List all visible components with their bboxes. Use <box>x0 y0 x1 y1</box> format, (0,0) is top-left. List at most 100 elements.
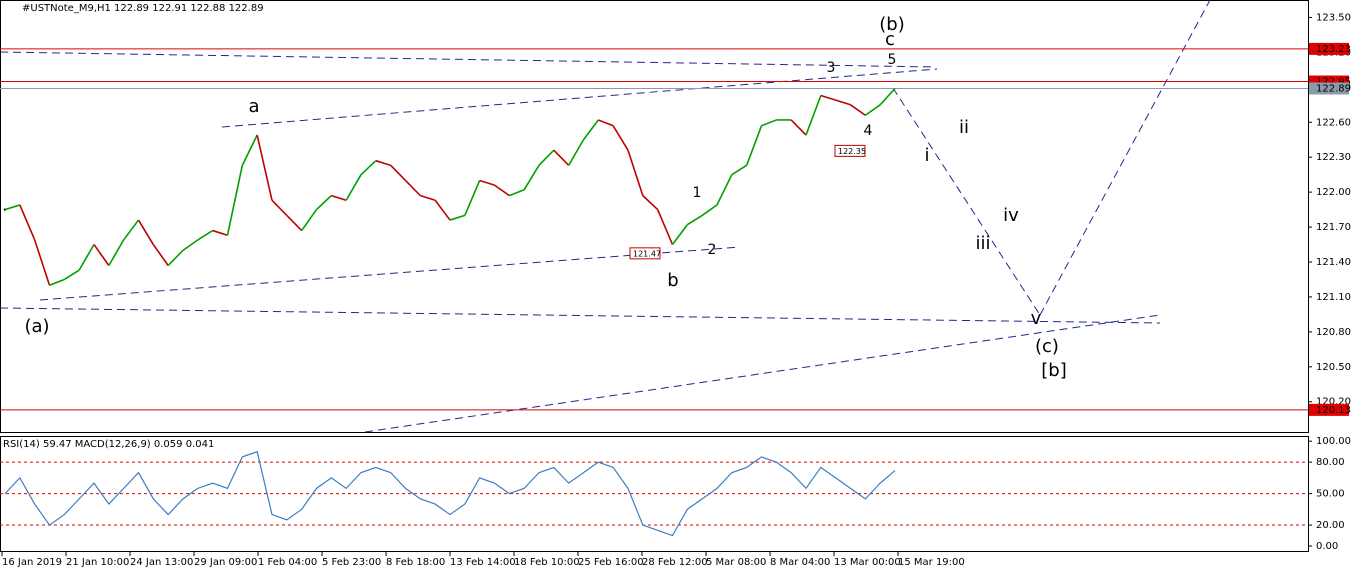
wave-label: a <box>248 96 259 117</box>
price-segment <box>212 229 228 236</box>
price-segment <box>479 179 495 186</box>
price-segment <box>404 179 421 197</box>
x-tick-label: 8 Mar 04:00 <box>770 557 830 568</box>
wave-label: 3 <box>827 60 836 76</box>
trendline <box>364 314 1161 433</box>
price-marker-label: 121.47 <box>633 249 661 258</box>
price-segment <box>360 160 377 176</box>
price-segment <box>612 125 629 151</box>
price-segment <box>523 164 540 191</box>
price-segment <box>4 204 21 211</box>
price-segment <box>582 119 599 141</box>
price-segment <box>137 219 155 245</box>
price-marker-label: 122.35 <box>838 147 866 156</box>
y-tick-label: 100.00 <box>1316 436 1351 447</box>
x-tick-label: 15 Mar 19:00 <box>898 557 965 568</box>
price-segment <box>63 269 80 281</box>
x-tick-label: 1 Feb 04:00 <box>258 557 317 568</box>
price-segment <box>835 99 851 106</box>
price-segment <box>538 149 555 166</box>
price-segment <box>49 278 65 287</box>
x-tick-label: 29 Jan 09:00 <box>194 557 257 568</box>
price-segment <box>301 209 318 232</box>
price-segment <box>197 229 214 241</box>
price-segment <box>420 194 436 202</box>
price-marker-box <box>629 247 661 260</box>
y-tick-label: 121.40 <box>1316 257 1351 268</box>
price-segment <box>19 204 36 241</box>
wave-label: (a) <box>24 316 49 337</box>
x-tick-label: 28 Feb 12:00 <box>642 557 708 568</box>
price-label-box <box>1309 42 1349 55</box>
y-tick-label: 121.10 <box>1316 292 1351 303</box>
price-marker-box <box>834 144 866 157</box>
price-segment <box>686 214 703 226</box>
price-segment <box>494 184 510 197</box>
price-segment <box>33 239 51 286</box>
wave-label: iv <box>1003 205 1019 226</box>
x-tick-label: 5 Feb 23:00 <box>322 557 381 568</box>
price-segment <box>271 199 288 216</box>
price-segment <box>375 159 391 167</box>
price-label: 122.95 <box>1316 77 1351 88</box>
trendline <box>0 307 1161 324</box>
y-tick-label: 50.00 <box>1316 489 1345 500</box>
price-segment <box>464 180 481 216</box>
wave-label: b <box>667 270 678 291</box>
price-segment <box>820 94 836 101</box>
x-tick-label: 24 Jan 13:00 <box>130 557 193 568</box>
price-segment <box>879 87 896 106</box>
price-segment <box>315 195 332 211</box>
wave-label: 4 <box>864 123 873 139</box>
trendline <box>892 87 1041 316</box>
price-segment <box>731 164 748 176</box>
price-segment <box>656 209 674 245</box>
price-segment <box>790 119 807 136</box>
trendline <box>1039 0 1211 316</box>
y-tick-label: 80.00 <box>1316 457 1345 468</box>
chart-header: #USTNote_M9,H1 122.89 122.91 122.88 122.… <box>22 3 264 14</box>
price-segment <box>745 125 763 166</box>
price-segment <box>598 119 614 127</box>
price-segment <box>226 165 244 236</box>
price-segment <box>167 249 184 267</box>
y-tick-label: 122.30 <box>1316 152 1351 163</box>
price-segment <box>850 104 866 116</box>
price-segment <box>716 174 733 206</box>
price-segment <box>108 239 125 266</box>
indicator-header: RSI(14) 59.47 MACD(12,26,9) 0.059 0.041 <box>3 439 214 450</box>
price-segment <box>390 164 407 182</box>
y-tick-label: 120.20 <box>1316 397 1351 408</box>
wave-label: (c) <box>1035 336 1059 357</box>
price-segment <box>567 139 585 166</box>
price-segment <box>509 189 525 197</box>
price-segment <box>761 119 777 127</box>
price-label: 122.89 <box>1316 83 1351 94</box>
price-segment <box>553 149 570 166</box>
price-label: 123.23 <box>1316 44 1351 55</box>
wave-label: 2 <box>708 242 717 258</box>
x-tick-label: 13 Mar 00:00 <box>834 557 901 568</box>
price-segment <box>182 239 199 252</box>
price-segment <box>152 244 169 266</box>
price-segment <box>805 95 822 136</box>
x-tick-label: 13 Feb 14:00 <box>450 557 516 568</box>
wave-label: ii <box>959 117 969 138</box>
y-tick-label: 120.80 <box>1316 327 1351 338</box>
trendline <box>39 246 741 301</box>
wave-label: (b) <box>879 14 904 35</box>
y-tick-label: 123.50 <box>1316 12 1351 23</box>
price-segment <box>864 104 881 116</box>
y-tick-label: 0.00 <box>1316 541 1338 552</box>
x-tick-label: 25 Feb 16:00 <box>578 557 644 568</box>
x-tick-label: 18 Feb 10:00 <box>514 557 580 568</box>
price-segment <box>123 219 140 241</box>
x-tick-label: 8 Feb 18:00 <box>386 557 445 568</box>
x-tick-label: 16 Jan 2019 <box>2 557 62 568</box>
wave-label: 5 <box>888 52 897 68</box>
y-tick-label: 20.00 <box>1316 520 1345 531</box>
price-segment <box>78 244 95 271</box>
wave-label: 1 <box>693 185 702 201</box>
